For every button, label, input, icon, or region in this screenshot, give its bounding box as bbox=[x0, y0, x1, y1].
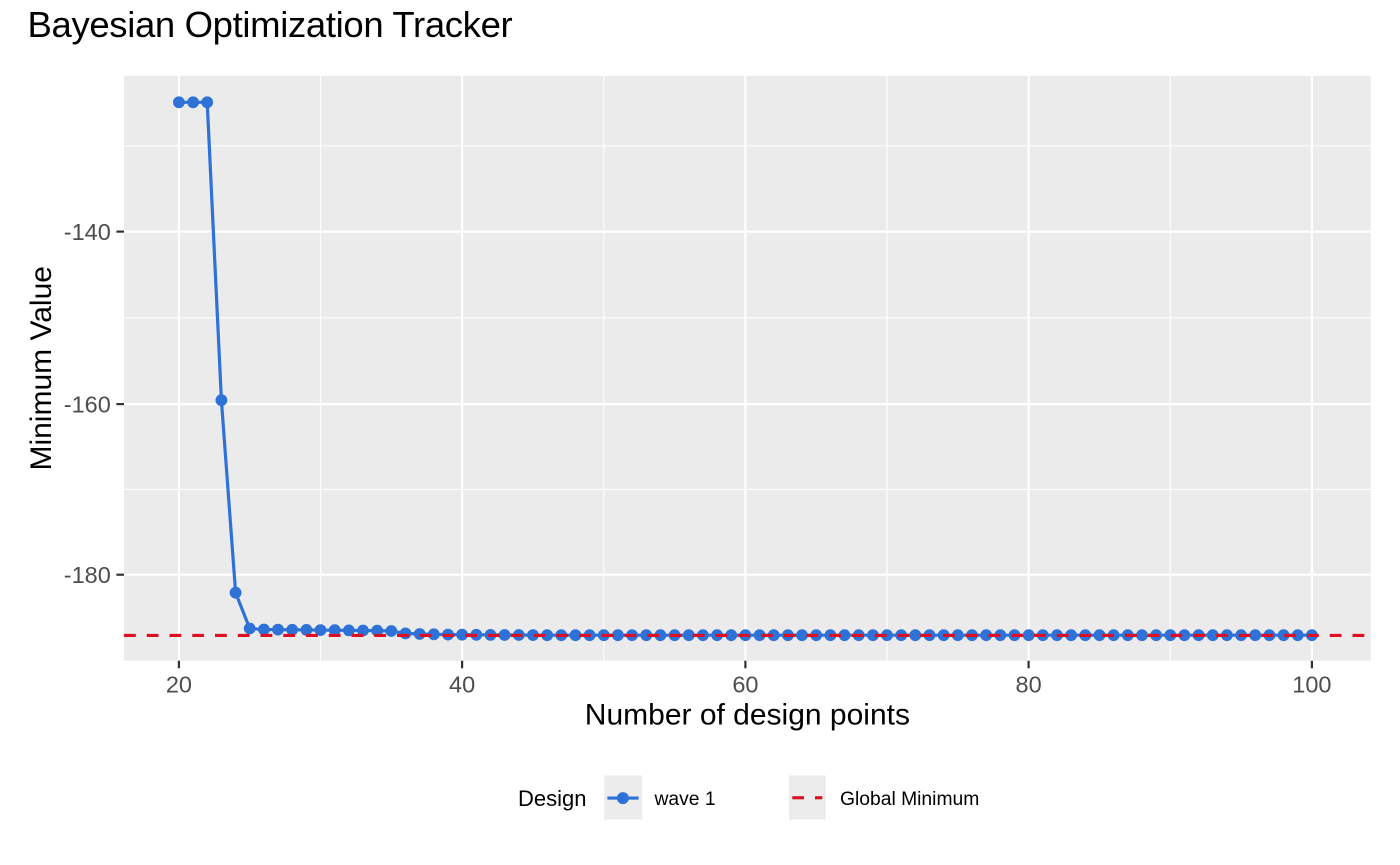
svg-text:40: 40 bbox=[449, 671, 475, 697]
svg-text:Bayesian Optimization Tracker: Bayesian Optimization Tracker bbox=[28, 4, 513, 45]
svg-text:Minimum Value: Minimum Value bbox=[25, 266, 58, 471]
svg-text:-180: -180 bbox=[64, 562, 111, 588]
svg-text:20: 20 bbox=[166, 671, 192, 697]
svg-text:80: 80 bbox=[1016, 671, 1042, 697]
svg-text:Design: Design bbox=[518, 786, 586, 811]
svg-text:wave 1: wave 1 bbox=[654, 789, 716, 810]
svg-text:-160: -160 bbox=[64, 392, 111, 418]
svg-text:60: 60 bbox=[732, 671, 758, 697]
svg-text:100: 100 bbox=[1292, 671, 1331, 697]
svg-text:Global Minimum: Global Minimum bbox=[840, 789, 979, 810]
svg-text:-140: -140 bbox=[64, 219, 111, 245]
svg-text:Number of design points: Number of design points bbox=[585, 698, 910, 731]
